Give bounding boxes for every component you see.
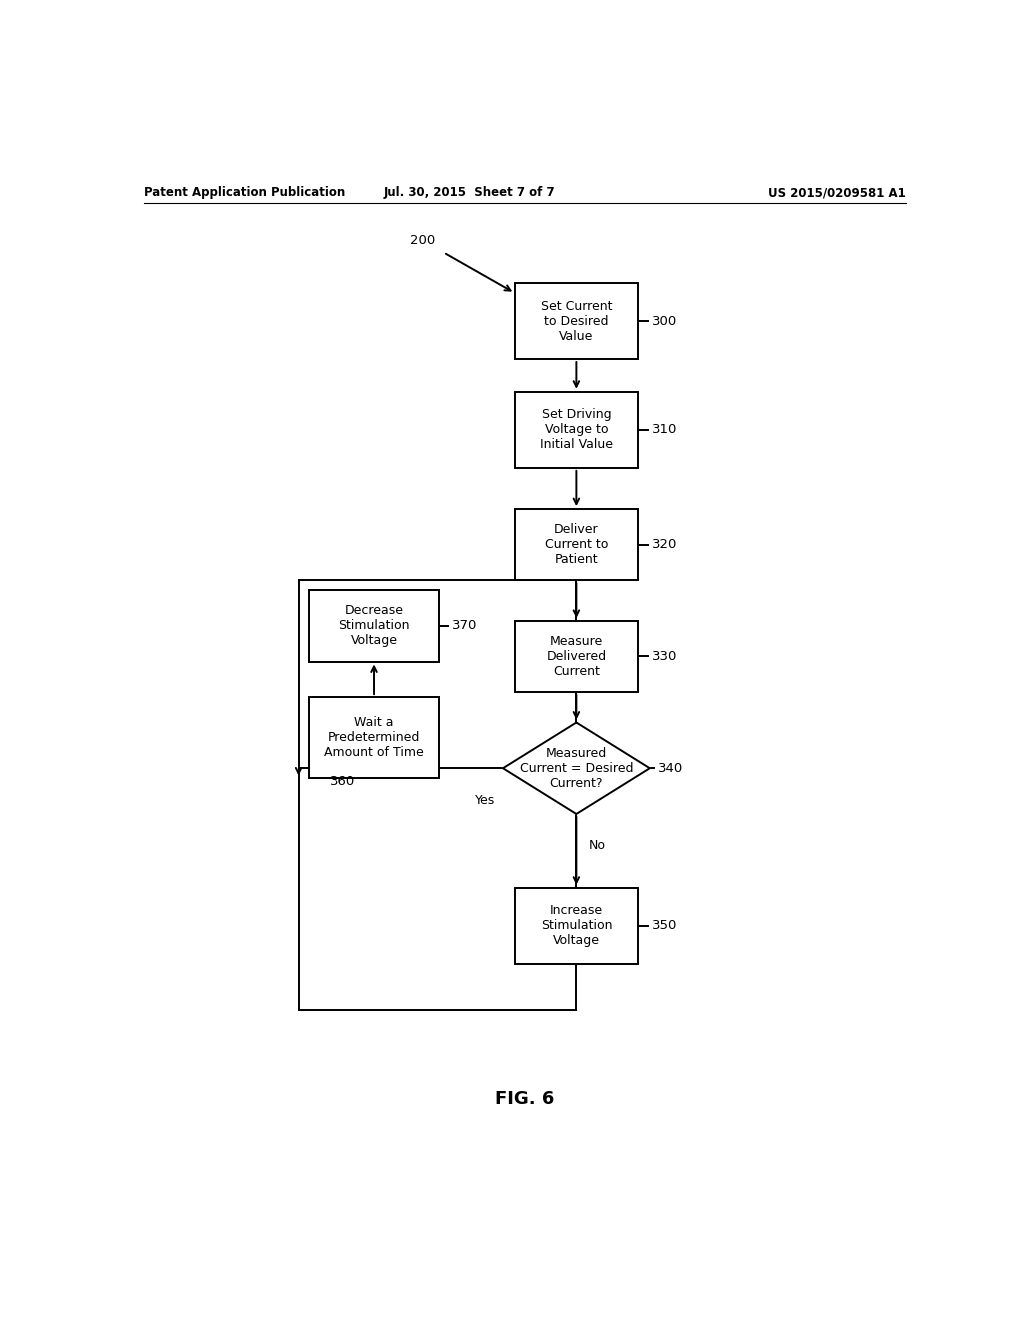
Text: Measured
Current = Desired
Current?: Measured Current = Desired Current? [519,747,633,789]
FancyBboxPatch shape [515,510,638,581]
Text: Decrease
Stimulation
Voltage: Decrease Stimulation Voltage [338,605,410,647]
Text: 370: 370 [452,619,477,632]
Text: Increase
Stimulation
Voltage: Increase Stimulation Voltage [541,904,612,948]
Text: Set Driving
Voltage to
Initial Value: Set Driving Voltage to Initial Value [540,408,613,451]
Text: Jul. 30, 2015  Sheet 7 of 7: Jul. 30, 2015 Sheet 7 of 7 [383,186,555,199]
Polygon shape [503,722,650,814]
Text: 300: 300 [652,314,677,327]
FancyBboxPatch shape [515,282,638,359]
Text: US 2015/0209581 A1: US 2015/0209581 A1 [768,186,905,199]
Text: 200: 200 [411,235,435,247]
Text: 330: 330 [652,649,677,663]
Text: Patent Application Publication: Patent Application Publication [143,186,345,199]
Text: Measure
Delivered
Current: Measure Delivered Current [547,635,606,678]
Text: Wait a
Predetermined
Amount of Time: Wait a Predetermined Amount of Time [325,717,424,759]
FancyBboxPatch shape [308,590,439,661]
FancyBboxPatch shape [515,620,638,692]
Text: Yes: Yes [475,793,495,807]
FancyBboxPatch shape [515,887,638,964]
Text: 320: 320 [652,539,677,552]
Text: No: No [588,840,605,853]
Text: FIG. 6: FIG. 6 [496,1089,554,1107]
Text: Set Current
to Desired
Value: Set Current to Desired Value [541,300,612,342]
Text: Deliver
Current to
Patient: Deliver Current to Patient [545,523,608,566]
Text: 360: 360 [331,775,355,788]
Text: 310: 310 [652,424,677,437]
FancyBboxPatch shape [308,697,439,779]
FancyBboxPatch shape [515,392,638,467]
Text: 340: 340 [658,762,683,775]
Text: 350: 350 [652,919,677,932]
